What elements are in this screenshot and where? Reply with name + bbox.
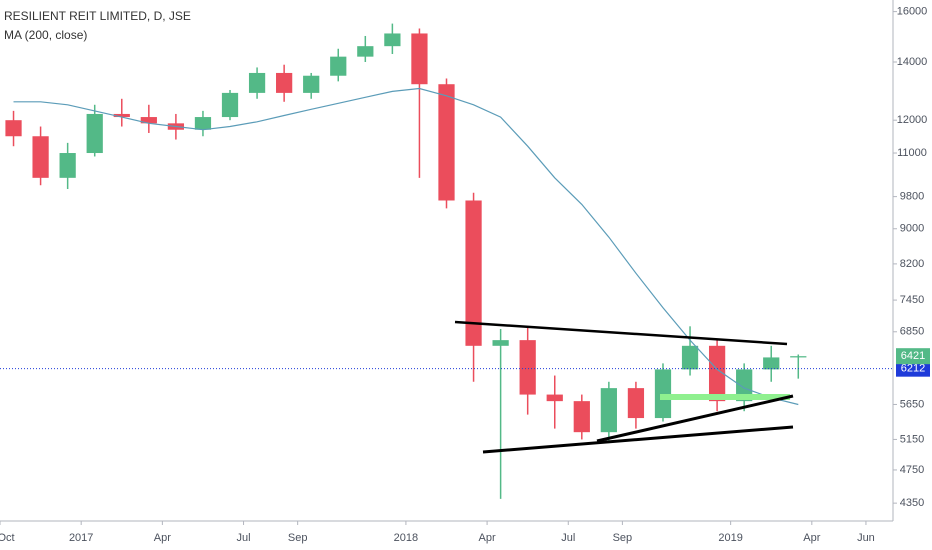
candle-body	[411, 33, 428, 85]
support-zone	[660, 394, 790, 400]
candle-body	[790, 356, 807, 358]
y-tick-label: 11000	[897, 147, 927, 159]
y-tick-label: 9000	[900, 223, 924, 235]
price-line-label: 6212	[901, 363, 925, 375]
x-tick-label: 2017	[69, 532, 93, 544]
chart-title: RESILIENT REIT LIMITED, D, JSE	[4, 9, 191, 23]
y-tick-label: 12000	[897, 114, 928, 126]
candle-body	[140, 117, 157, 124]
candle-body	[303, 75, 320, 93]
moving-average	[13, 87, 799, 406]
x-tick-label: 2018	[394, 532, 418, 544]
y-tick-label: 8200	[900, 258, 924, 270]
candle-body	[708, 345, 726, 402]
candle-body	[194, 117, 212, 130]
x-tick-label: Jun	[857, 532, 875, 544]
y-tick-label: 4350	[900, 497, 924, 509]
candle-body	[600, 388, 617, 433]
candle-body	[627, 388, 645, 419]
y-tick-label: 14000	[897, 56, 928, 68]
candle-body	[654, 369, 672, 419]
x-tick-label: Jul	[237, 532, 251, 544]
y-tick-label: 9800	[900, 191, 924, 203]
last-price-label: 6421	[901, 350, 925, 362]
candle-body	[546, 394, 563, 402]
drawings	[454, 320, 794, 454]
candle-body	[248, 72, 266, 93]
candle-body	[5, 120, 22, 137]
candle-body	[32, 136, 49, 178]
x-tick-label: Sep	[613, 532, 633, 544]
trendline	[482, 425, 794, 454]
x-tick-label: Sep	[288, 532, 308, 544]
y-tick-label: 5150	[900, 433, 924, 445]
candle-body	[59, 153, 76, 178]
candle-body	[438, 84, 455, 201]
candle-body	[465, 200, 482, 346]
candle-body	[113, 113, 130, 118]
y-tick-label: 5650	[900, 398, 924, 410]
plot	[5, 23, 807, 499]
x-tick-label: Oct	[0, 532, 15, 544]
candle-body	[86, 113, 103, 154]
indicator-label: MA (200, close)	[4, 28, 87, 42]
candle-body	[736, 369, 753, 402]
trendline	[596, 394, 794, 443]
y-tick-label: 4750	[900, 464, 924, 476]
trendline	[454, 320, 788, 346]
y-tick-label: 16000	[897, 6, 928, 18]
y-tick-label: 7450	[900, 294, 924, 306]
candle-body	[492, 340, 509, 346]
candle-body	[519, 340, 536, 395]
x-tick-label: Apr	[154, 532, 171, 544]
candle-body	[221, 92, 239, 118]
candle-body	[763, 357, 780, 370]
candle-body	[276, 72, 293, 93]
candle-body	[573, 401, 590, 433]
candle-body	[357, 46, 374, 57]
x-tick-label: 2019	[718, 532, 742, 544]
x-tick-label: Apr	[479, 532, 496, 544]
x-tick-label: Apr	[803, 532, 820, 544]
y-tick-label: 6850	[900, 326, 924, 338]
x-tick-label: Jul	[561, 532, 575, 544]
candle-body	[681, 345, 699, 370]
candle-body	[384, 33, 401, 47]
candle-body	[330, 56, 347, 76]
last-price-box	[896, 348, 930, 365]
price-line-box	[896, 360, 930, 377]
